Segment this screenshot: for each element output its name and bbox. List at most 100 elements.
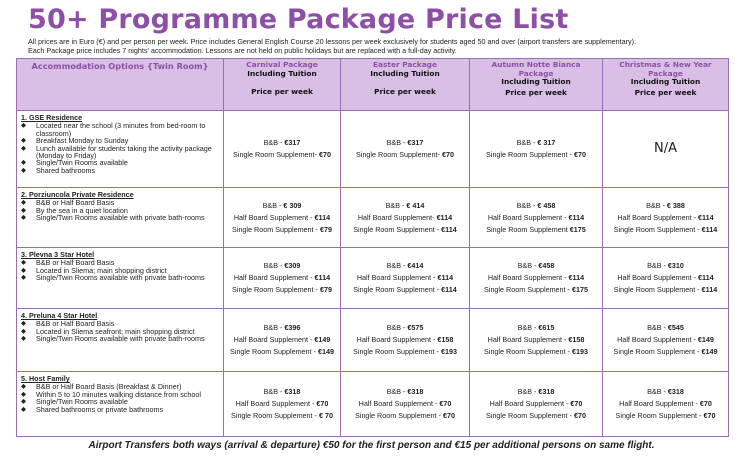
price-cell: B&B - €414 Half Board Supplement - €114 Si… <box>340 247 470 309</box>
price-label: Half Board Supplement - <box>233 212 315 222</box>
price-label: B&B - <box>263 138 285 147</box>
price-value: € 388 <box>666 200 685 210</box>
price-label: Single Room Supplement - <box>484 285 572 294</box>
price-line: Half Board Supplement - €158 <box>344 336 466 344</box>
price-value: €114 <box>698 212 714 222</box>
price-label: Single Room Supplement - <box>615 411 704 420</box>
price-label: Single Room Supplement <box>486 224 570 234</box>
price-cell: B&B - €309 Half Board Supplement - €114 Si… <box>223 247 341 309</box>
price-label: B&B - <box>647 261 668 270</box>
price-line: Half Board Supplement - €70 <box>606 400 725 408</box>
price-label: Single Room Supplement - <box>232 285 320 294</box>
feature-item: Shared bathrooms <box>21 166 219 174</box>
price-line: Half Board Supplement - €70 <box>473 400 599 408</box>
price-label: Half Board Supplement - <box>487 212 569 222</box>
accommodation-row: 1. GSE ResidenceLocated near the school … <box>16 110 729 188</box>
accommodation-row: 3. Plevna 3 Star HotelB&B or Half Board … <box>16 247 729 309</box>
price-value: €396 <box>284 323 301 332</box>
price-label: B&B - <box>263 387 285 396</box>
price-per-week-label: Price per week <box>505 87 567 97</box>
price-cell: B&B - €318 Half Board Supplement - €70 Sin… <box>602 371 729 437</box>
price-value: €175 <box>569 224 586 234</box>
price-line: B&B - € 458 <box>473 201 599 210</box>
price-label: Single Room Supplement - <box>355 411 443 420</box>
price-line: Single Room Supplement €175 <box>473 224 599 234</box>
price-label: Half Board Supplement - <box>358 399 440 408</box>
price-cell: N/A <box>602 110 729 188</box>
price-value: €615 <box>538 323 555 332</box>
price-cell: B&B - €575 Half Board Supplement - €158 Si… <box>340 308 470 372</box>
price-label: Half Board Supplement - <box>487 335 569 344</box>
accommodation-name: 1. GSE Residence <box>21 113 83 122</box>
price-line: B&B - €318 <box>606 388 725 396</box>
price-line: B&B - € 309 <box>227 200 337 210</box>
price-line: Single Room Supplement - €114 <box>344 224 466 234</box>
price-cell: B&B - €318 Half Board Supplement - €70 Sin… <box>469 371 603 437</box>
feature-item: Located near the school (3 minutes from … <box>21 122 219 137</box>
price-label: B&B - <box>262 200 284 210</box>
accommodation-cell: 5. Host FamilyB&B or Half Board Basis (B… <box>16 371 224 437</box>
price-value: €114 <box>698 273 714 282</box>
price-value: €70 <box>439 399 452 408</box>
price-value: €318 <box>538 387 555 396</box>
price-line: Single Room Supplement - €193 <box>344 348 466 356</box>
package-includes: Including Tuition <box>370 68 440 78</box>
price-value: €79 <box>319 224 332 234</box>
price-value: €114 <box>436 212 453 222</box>
price-label: Single Room Supplement - <box>353 285 442 294</box>
price-line: Half Board Supplement - €114 <box>473 274 599 282</box>
price-label: Single Room Supplement - <box>613 347 702 356</box>
price-label: Single Room Supplement - <box>231 411 319 420</box>
price-label: B&B - <box>517 387 539 396</box>
price-label: B&B - <box>386 138 408 147</box>
price-value: €414 <box>407 261 424 270</box>
price-line: B&B - €615 <box>473 324 599 332</box>
price-cell: B&B - €318 Half Board Supplement - €70 Sin… <box>340 371 470 437</box>
price-table: Accommodation Options {Twin Room} Carniv… <box>16 58 729 437</box>
price-value: € 414 <box>406 200 425 210</box>
header-row: Accommodation Options {Twin Room} Carniv… <box>16 58 729 111</box>
price-label: Half Board Supplement - <box>233 335 315 344</box>
price-value: €575 <box>407 323 424 332</box>
price-label: Single Room Supplement - <box>353 224 442 234</box>
feature-list: Located near the school (3 minutes from … <box>21 122 219 174</box>
price-label: B&B - <box>386 323 408 332</box>
page-title: 50+ Programme Package Price List <box>28 4 569 35</box>
price-line: Half Board Supplement - €114 <box>227 212 337 222</box>
feature-item: By the sea in a quiet location <box>21 206 219 214</box>
price-cell: B&B - €317 Single Room Supplement- €70 <box>223 110 341 188</box>
price-value: €175 <box>571 285 588 294</box>
price-label: Half Board Supplement - <box>356 335 438 344</box>
price-line: B&B - € 388 <box>606 200 725 210</box>
price-value: €193 <box>440 347 457 356</box>
price-line: B&B - €545 <box>606 324 725 332</box>
price-value: € 70 <box>318 411 333 420</box>
price-label: Half Board Supplement - <box>489 399 571 408</box>
price-value: € 309 <box>283 200 302 210</box>
intro-text: All prices are in Euro (€) and per perso… <box>28 37 636 55</box>
package-includes: Including Tuition <box>630 77 701 87</box>
price-value: €70 <box>318 150 331 159</box>
feature-list: B&B or Half Board BasisLocated in Sliema… <box>21 320 219 343</box>
price-line: Half Board Supplement - €114 <box>606 212 725 222</box>
price-line: Single Room Supplement - €70 <box>344 412 466 420</box>
price-label: B&B - <box>517 323 539 332</box>
feature-item: Single/Twin Rooms available with private… <box>21 335 219 343</box>
price-label: B&B - <box>386 387 408 396</box>
accommodation-cell: 1. GSE ResidenceLocated near the school … <box>16 110 224 188</box>
price-line: B&B - €318 <box>344 388 466 396</box>
price-value: €114 <box>314 273 331 282</box>
price-cell: B&B - € 458 Half Board Supplement - €114 S… <box>469 187 603 248</box>
price-value: €318 <box>284 387 301 396</box>
price-line: Half Board Supplement - €70 <box>344 400 466 408</box>
price-label: B&B - <box>386 261 408 270</box>
price-label: Single Room Supplement - <box>486 150 574 159</box>
accommodation-name: 5. Host Family <box>21 374 70 383</box>
price-value: €114 <box>568 273 585 282</box>
price-cell: B&B - €318 Half Board Supplement - €70 Sin… <box>223 371 341 437</box>
price-label: Single Room Supplement- <box>233 150 319 159</box>
price-value: €309 <box>284 261 301 270</box>
price-label: Single Room Supplement - <box>484 347 572 356</box>
price-line: Half Board Supplement - €70 <box>227 400 337 408</box>
price-label: Half Board Supplement - <box>233 273 315 282</box>
